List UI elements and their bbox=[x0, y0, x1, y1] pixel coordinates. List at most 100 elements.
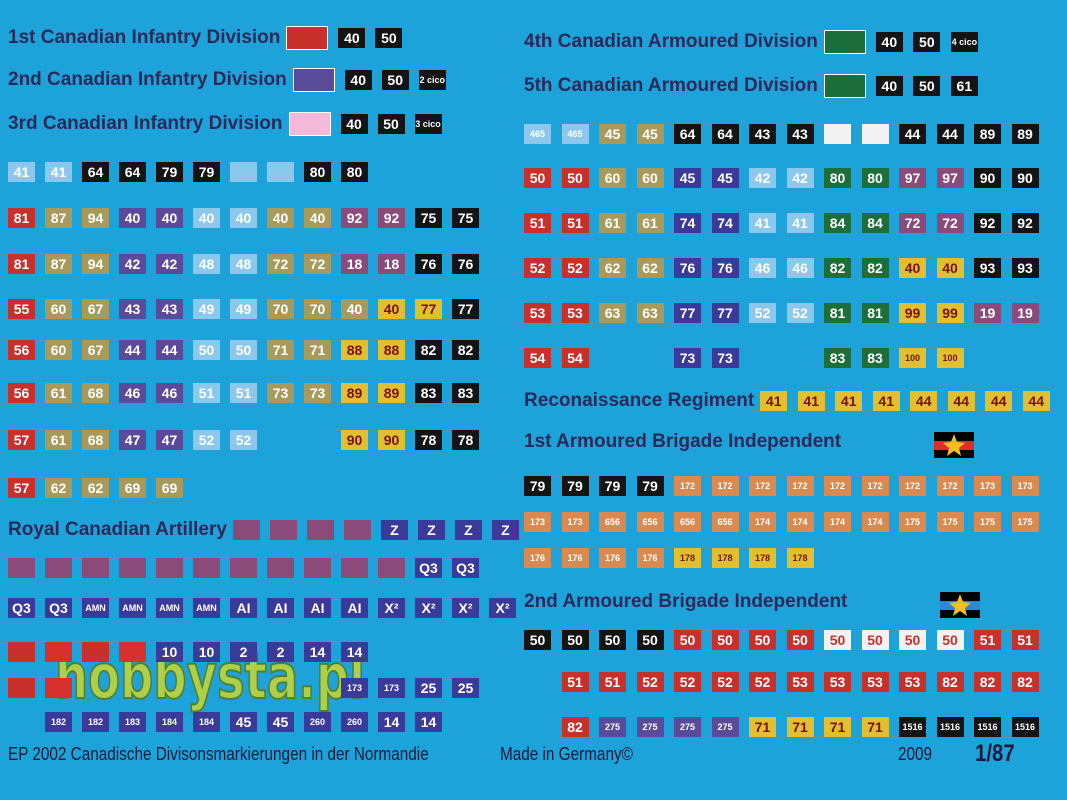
decal: 183 bbox=[119, 712, 146, 732]
decal: 76 bbox=[674, 258, 701, 278]
decal: 53 bbox=[861, 672, 889, 692]
decal: 40 bbox=[267, 208, 294, 228]
decal: 40 bbox=[230, 208, 257, 228]
decal: 14 bbox=[341, 642, 368, 662]
decal: 83 bbox=[861, 348, 889, 368]
decal: 174 bbox=[824, 512, 851, 532]
decal: 178 bbox=[674, 548, 701, 568]
decal: 44 bbox=[985, 391, 1013, 411]
decal: 275 bbox=[711, 717, 739, 737]
decal: 44 bbox=[910, 391, 938, 411]
decal: 89 bbox=[974, 124, 1001, 144]
decal: Q3 bbox=[452, 558, 479, 578]
decal: 52 bbox=[749, 303, 776, 323]
decal: 42 bbox=[786, 168, 814, 188]
decal: Z bbox=[454, 520, 482, 540]
color-swatch bbox=[286, 26, 329, 50]
decal: 64 bbox=[674, 124, 701, 144]
decal: 50 bbox=[375, 28, 403, 48]
decal: 72 bbox=[267, 254, 294, 274]
decal: 14 bbox=[304, 642, 331, 662]
decal: 60 bbox=[636, 168, 664, 188]
decal: 51 bbox=[230, 383, 257, 403]
decal: 18 bbox=[341, 254, 368, 274]
decal: 48 bbox=[193, 254, 220, 274]
decal: AI bbox=[304, 598, 331, 618]
decal: 44 bbox=[156, 340, 183, 360]
decal: 80 bbox=[861, 168, 889, 188]
decal: 45 bbox=[599, 124, 626, 144]
section-title: 2nd Armoured Brigade Independent bbox=[524, 591, 848, 612]
decal: 44 bbox=[899, 124, 926, 144]
flag-icon bbox=[940, 592, 980, 618]
decal: 82 bbox=[936, 672, 964, 692]
section-title: Reconaissance Regiment bbox=[524, 390, 755, 411]
decal: 67 bbox=[82, 299, 109, 319]
decal: 52 bbox=[786, 303, 814, 323]
decal: 70 bbox=[267, 299, 294, 319]
decal: 656 bbox=[711, 512, 739, 532]
decal: 172 bbox=[749, 476, 776, 496]
decal: 81 bbox=[861, 303, 889, 323]
decal: 46 bbox=[119, 383, 146, 403]
decal: AMN bbox=[82, 598, 109, 618]
decal: 61 bbox=[45, 383, 72, 403]
decal: 260 bbox=[304, 712, 331, 732]
decal: 99 bbox=[899, 303, 926, 323]
decal: 176 bbox=[636, 548, 664, 568]
decal: 81 bbox=[824, 303, 851, 323]
decal: 172 bbox=[674, 476, 701, 496]
decal: 100 bbox=[936, 348, 964, 368]
decal: 40 bbox=[304, 208, 331, 228]
decal: 44 bbox=[947, 391, 975, 411]
decal: 18 bbox=[378, 254, 405, 274]
decal: 70 bbox=[304, 299, 331, 319]
decal: 25 bbox=[452, 678, 479, 698]
decal: 61 bbox=[45, 430, 72, 450]
decal: 69 bbox=[156, 478, 183, 498]
decal: 14 bbox=[378, 712, 405, 732]
decal: 82 bbox=[452, 340, 479, 360]
decal: 60 bbox=[599, 168, 626, 188]
decal: 175 bbox=[974, 512, 1001, 532]
decal: 172 bbox=[824, 476, 851, 496]
decal: 71 bbox=[304, 340, 331, 360]
decal: 90 bbox=[378, 430, 405, 450]
decal: 19 bbox=[1011, 303, 1039, 323]
decal: 92 bbox=[378, 208, 405, 228]
decal: 2 bbox=[230, 642, 257, 662]
decal bbox=[230, 162, 257, 182]
footer-made: Made in Germany© bbox=[500, 744, 633, 764]
decal: 53 bbox=[899, 672, 926, 692]
decal bbox=[378, 558, 405, 578]
decal: 52 bbox=[193, 430, 220, 450]
decal: Z bbox=[380, 520, 408, 540]
decal: 41 bbox=[797, 391, 825, 411]
decal: 82 bbox=[1011, 672, 1039, 692]
decal: 40 bbox=[875, 32, 903, 52]
decal: 79 bbox=[561, 476, 589, 496]
decal: 50 bbox=[381, 70, 409, 90]
decal: 172 bbox=[786, 476, 814, 496]
decal: 77 bbox=[711, 303, 739, 323]
decal: Q3 bbox=[415, 558, 442, 578]
decal: 42 bbox=[119, 254, 146, 274]
decal bbox=[230, 558, 257, 578]
decal bbox=[119, 558, 146, 578]
decal: AI bbox=[341, 598, 368, 618]
decal: 54 bbox=[561, 348, 589, 368]
decal: 87 bbox=[45, 254, 72, 274]
decal: 50 bbox=[561, 168, 589, 188]
decal: 84 bbox=[824, 213, 851, 233]
decal: 74 bbox=[674, 213, 701, 233]
decal: 40 bbox=[875, 76, 903, 96]
decal bbox=[82, 642, 109, 662]
decal: 57 bbox=[8, 478, 35, 498]
decal: 80 bbox=[824, 168, 851, 188]
decal: Z bbox=[491, 520, 519, 540]
decal: 182 bbox=[45, 712, 72, 732]
decal: 1516 bbox=[936, 717, 964, 737]
decal: 1516 bbox=[1011, 717, 1039, 737]
decal: 61 bbox=[950, 76, 978, 96]
decal: 174 bbox=[786, 512, 814, 532]
